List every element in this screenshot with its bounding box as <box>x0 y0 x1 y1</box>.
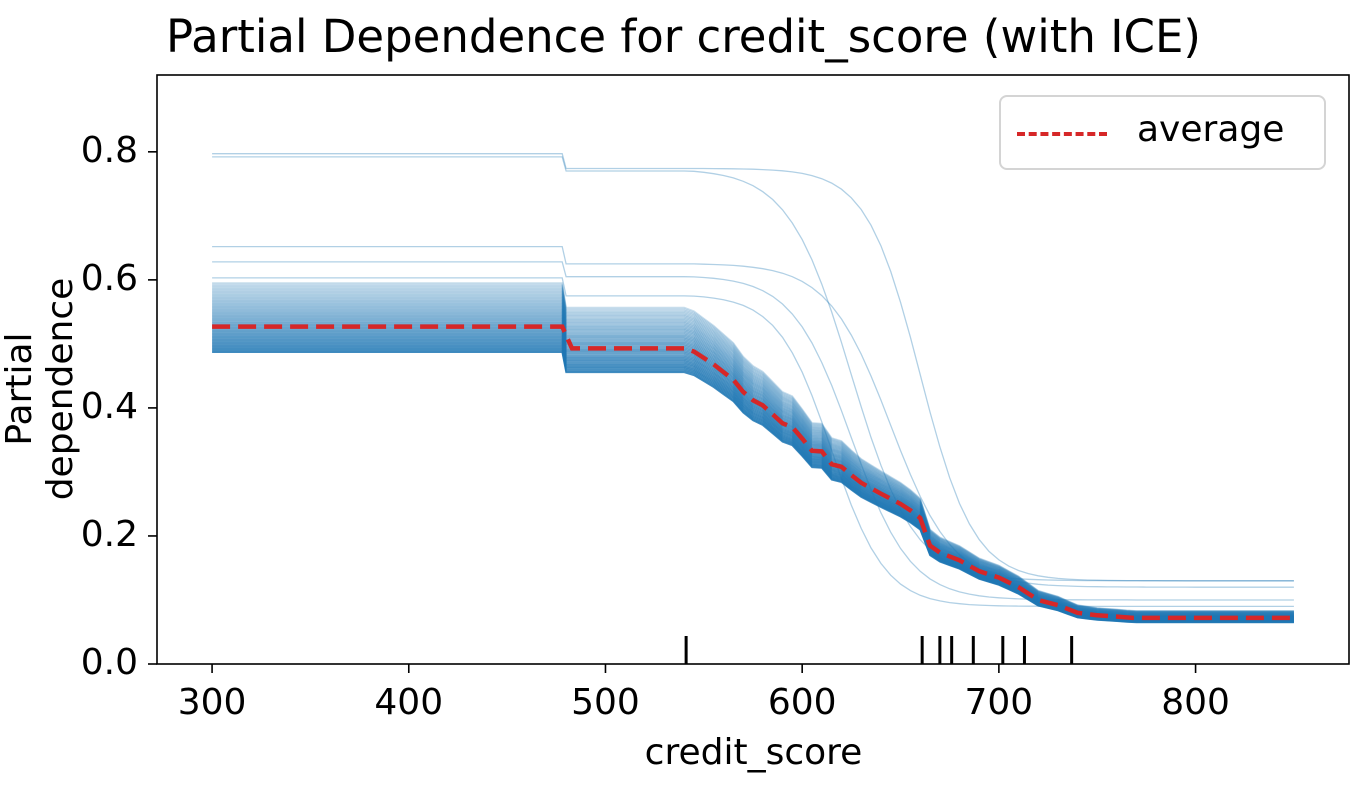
ice-curve <box>212 288 1294 613</box>
ice-curve <box>212 300 1294 615</box>
ice-curve <box>212 295 1294 614</box>
ice-curve <box>212 303 1294 616</box>
average-line-layer <box>212 324 1294 621</box>
ice-curve <box>212 304 1294 616</box>
ice-curve <box>212 315 1294 618</box>
ice-curve <box>212 309 1294 617</box>
y-tick-label: 0.6 <box>80 257 138 299</box>
ice-curve <box>212 351 1294 624</box>
ice-curve <box>212 291 1294 614</box>
rug-marks <box>684 636 1074 664</box>
ice-curve <box>212 153 1294 582</box>
ice-curve <box>212 310 1294 617</box>
x-tick-label: 600 <box>767 682 837 723</box>
ice-curve <box>212 301 1294 615</box>
ice-curve <box>212 297 1294 615</box>
x-axis-label: credit_score <box>644 732 863 773</box>
y-tick-label: 0.2 <box>80 513 138 555</box>
legend: average <box>999 95 1326 170</box>
x-tick-label: 700 <box>964 682 1034 723</box>
ice-curve <box>212 289 1294 613</box>
ice-curve <box>212 294 1294 614</box>
ice-curve <box>212 156 1294 582</box>
ice-curve <box>212 316 1294 618</box>
y-tick-label: 0.8 <box>80 129 138 171</box>
ice-curve <box>212 285 1294 613</box>
ice-curve <box>212 286 1294 613</box>
ice-curve <box>212 313 1294 617</box>
ice-curve <box>212 318 1294 618</box>
ice-curve <box>212 261 1294 601</box>
plot-frame <box>156 74 1350 665</box>
legend-average-label: average <box>1137 109 1285 150</box>
x-tick-label: 400 <box>374 682 444 723</box>
axes <box>148 74 1350 673</box>
ice-curve <box>212 277 1294 608</box>
ice-curve <box>212 245 1294 588</box>
x-tick-label: 500 <box>571 682 640 723</box>
x-tick-label: 300 <box>177 682 247 723</box>
ice-curve <box>212 307 1294 616</box>
chart-title: Partial Dependence for credit_score (wit… <box>166 10 1201 63</box>
y-tick-label: 0.0 <box>80 642 138 683</box>
ice-curve <box>212 283 1294 612</box>
legend-average-swatch <box>1017 132 1107 136</box>
y-tick-label: 0.4 <box>80 385 138 427</box>
ice-curves <box>212 153 1294 624</box>
ice-curve <box>212 282 1294 612</box>
average-line <box>212 324 1294 621</box>
ice-curve <box>212 292 1294 614</box>
ice-curve <box>212 298 1294 615</box>
x-tick-label: 800 <box>1161 682 1230 723</box>
ice-curve <box>212 306 1294 616</box>
ice-curve <box>212 312 1294 617</box>
